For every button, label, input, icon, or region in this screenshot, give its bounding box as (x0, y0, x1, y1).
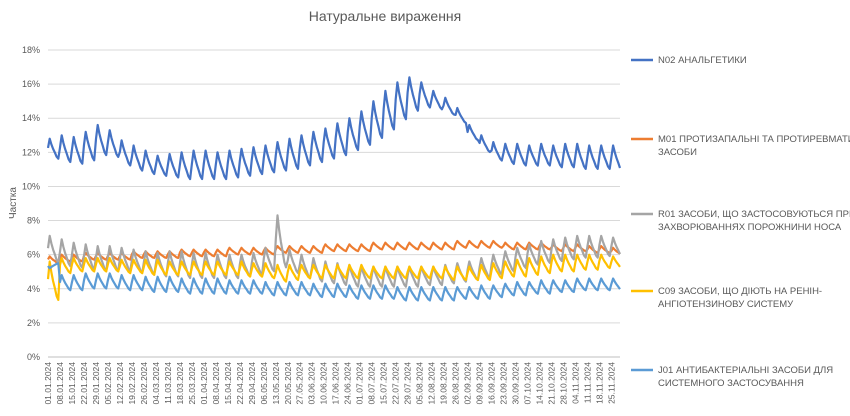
y-axis-label: Частка (8, 187, 19, 219)
x-tick-label: 03.06.2024 (307, 362, 317, 405)
legend-label-2: M01 ПРОТИЗАПАЛЬНІ ТА ПРОТИРЕВМАТИЧНІ ЗАСО… (658, 134, 850, 158)
x-tick-label: 12.08.2024 (427, 362, 437, 405)
y-tick-label: 2% (27, 318, 40, 328)
x-tick-label: 24.06.2024 (343, 362, 353, 405)
x-tick-label: 09.09.2024 (475, 362, 485, 405)
x-tick-label: 21.10.2024 (546, 362, 556, 405)
x-tick-label: 29.04.2024 (247, 362, 257, 405)
x-tick-label: 30.09.2024 (511, 362, 521, 405)
y-tick-label: 18% (22, 45, 40, 55)
x-tick-label: 15.07.2024 (379, 362, 389, 405)
x-tick-label: 17.06.2024 (331, 362, 341, 405)
x-tick-label: 02.09.2024 (463, 362, 473, 405)
x-tick-label: 13.05.2024 (271, 362, 281, 405)
x-tick-label: 19.08.2024 (439, 362, 449, 405)
series-lines (46, 76, 622, 302)
x-tick-label: 04.11.2024 (570, 362, 580, 404)
x-tick-label: 07.10.2024 (523, 362, 533, 405)
legend-label-3: R01 ЗАСОБИ, ЩО ЗАСТОСОВУЮТЬСЯ ПРИ ЗАХВОРЮ… (658, 209, 850, 233)
x-tick-label: 06.05.2024 (259, 362, 269, 405)
chart-title: Натуральне вираження (309, 8, 461, 24)
x-tick-label: 20.05.2024 (283, 362, 293, 405)
x-tick-label: 05.08.2024 (415, 362, 425, 405)
series-line-2 (47, 239, 621, 265)
y-tick-label: 14% (22, 113, 40, 123)
y-axis-ticks: 0% 2% 4% 6% 8% 10% 12% 14% 16% 18% (22, 45, 40, 362)
x-tick-label: 01.07.2024 (355, 362, 365, 405)
x-tick-label: 05.02.2024 (103, 362, 113, 405)
legend-label-5: J01 АНТИБАКТЕРІАЛЬНІ ЗАСОБИ ДЛЯ СИСТЕМНОГ… (658, 365, 833, 389)
x-tick-label: 16.09.2024 (487, 362, 497, 405)
x-tick-label: 18.03.2024 (175, 362, 185, 405)
series-line-4 (46, 253, 621, 301)
y-tick-label: 6% (27, 250, 40, 260)
x-tick-label: 22.01.2024 (79, 362, 89, 405)
x-tick-label: 27.05.2024 (295, 362, 305, 405)
x-tick-label: 01.01.2024 (43, 362, 53, 405)
x-tick-label: 10.06.2024 (319, 362, 329, 405)
legend-label-4: C09 ЗАСОБИ, ЩО ДІЮТЬ НА РЕНІН-АНГІОТЕНЗИ… (658, 286, 822, 310)
x-tick-label: 22.04.2024 (235, 362, 245, 405)
x-tick-label: 08.01.2024 (55, 362, 65, 405)
x-tick-label: 28.10.2024 (558, 362, 568, 405)
x-tick-label: 08.07.2024 (367, 362, 377, 405)
x-tick-label: 22.07.2024 (391, 362, 401, 405)
x-tick-label: 25.03.2024 (187, 362, 197, 405)
y-tick-label: 0% (27, 352, 40, 362)
x-tick-label: 11.03.2024 (163, 362, 173, 404)
x-tick-label: 29.01.2024 (91, 362, 101, 405)
x-tick-label: 15.01.2024 (67, 362, 77, 405)
y-tick-label: 10% (22, 181, 40, 191)
x-tick-label: 25.11.2024 (606, 362, 616, 404)
x-tick-label: 01.04.2024 (199, 362, 209, 405)
y-tick-label: 16% (22, 79, 40, 89)
y-tick-label: 8% (27, 216, 40, 226)
x-tick-label: 11.11.2024 (582, 362, 592, 404)
legend-label-1: N02 АНАЛЬГЕТИКИ (658, 55, 747, 66)
x-tick-label: 29.07.2024 (403, 362, 413, 405)
x-tick-label: 04.03.2024 (151, 362, 161, 405)
x-tick-label: 08.04.2024 (211, 362, 221, 405)
gridlines (48, 49, 620, 358)
x-tick-label: 26.02.2024 (139, 362, 149, 405)
y-tick-label: 4% (27, 284, 40, 294)
series-line-5 (47, 262, 621, 302)
series-line-1 (46, 76, 622, 181)
x-tick-label: 19.02.2024 (127, 362, 137, 405)
x-tick-label: 26.08.2024 (451, 362, 461, 405)
x-tick-label: 12.02.2024 (115, 362, 125, 405)
x-tick-label: 15.04.2024 (223, 362, 233, 405)
x-tick-label: 23.09.2024 (499, 362, 509, 405)
x-tick-label: 18.11.2024 (594, 362, 604, 404)
legend: N02 АНАЛЬГЕТИКИ M01 ПРОТИЗАПАЛЬНІ ТА ПРОТ… (631, 55, 850, 389)
x-tick-label: 14.10.2024 (535, 362, 545, 405)
x-axis-ticks: 01.01.2024 08.01.2024 15.01.2024 22.01.2024… (43, 362, 616, 405)
y-tick-label: 12% (22, 147, 40, 157)
